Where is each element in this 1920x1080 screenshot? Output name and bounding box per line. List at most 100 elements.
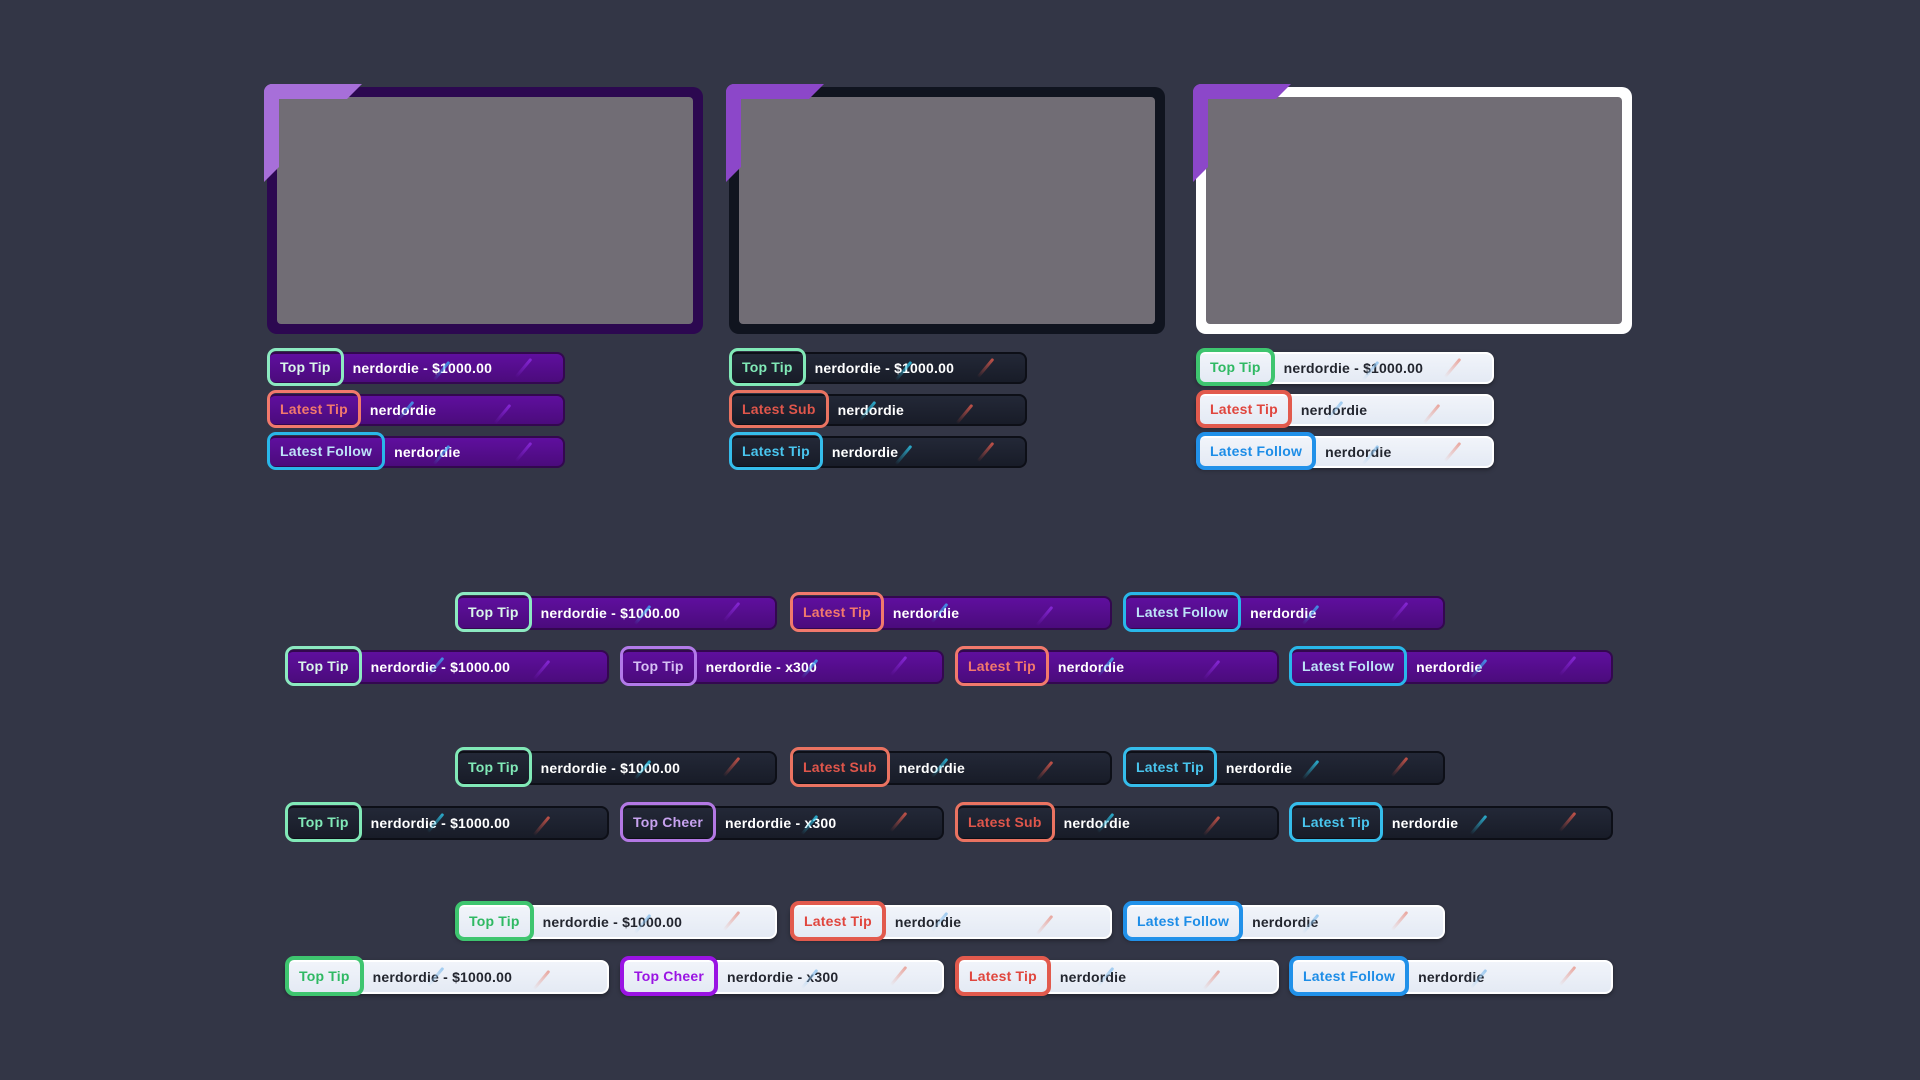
badge-value: nerdordie - $1000.00 bbox=[540, 605, 681, 621]
badge-value: nerdordie - $1000.00 bbox=[352, 360, 493, 376]
badge-pill: Top Tip bbox=[267, 347, 344, 386]
badge-top-tip: Top Tip nerdordie - $1000.00 bbox=[729, 347, 1027, 386]
badge-top-cheer: Top Cheer nerdordie - x300 bbox=[620, 801, 944, 842]
corner-accent bbox=[264, 84, 279, 182]
badge-value: nerdordie - $1000.00 bbox=[370, 659, 511, 675]
badge-value: nerdordie bbox=[394, 444, 461, 460]
badge-pill: Latest Sub bbox=[955, 801, 1055, 842]
streak-decoration bbox=[1035, 914, 1054, 936]
badge-label: Latest Tip bbox=[1210, 400, 1278, 417]
badge-label: Latest Sub bbox=[968, 813, 1042, 830]
badge-label: Top Tip bbox=[298, 657, 349, 674]
badge-label: Top Tip bbox=[468, 603, 519, 620]
webcam-screen bbox=[739, 97, 1155, 324]
badge-latest-sub: Latest Sub nerdordie bbox=[729, 389, 1027, 428]
streak-decoration bbox=[1391, 601, 1409, 623]
badge-latest-follow: Latest Follow nerdordie bbox=[1289, 955, 1613, 996]
badge-top-tip: Top Tip nerdordie - $1000.00 bbox=[455, 900, 777, 941]
streak-decoration bbox=[1391, 910, 1409, 932]
corner-accent bbox=[726, 84, 824, 99]
badge-pill: Top Tip bbox=[455, 746, 532, 787]
badge-pill: Latest Tip bbox=[729, 431, 823, 470]
badge-latest-tip: Latest Tip nerdordie bbox=[729, 431, 1027, 470]
badge-pill: Top Tip bbox=[729, 347, 806, 386]
streak-decoration bbox=[1202, 815, 1221, 837]
badge-pill: Latest Tip bbox=[790, 591, 884, 632]
badge-value: nerdordie bbox=[894, 914, 962, 930]
streak-decoration bbox=[1202, 659, 1221, 681]
badge-pill: Latest Sub bbox=[790, 746, 890, 787]
badge-value: nerdordie - $1000.00 bbox=[372, 969, 513, 985]
badge-value: nerdordie - x300 bbox=[705, 659, 818, 675]
badge-value: nerdordie bbox=[1325, 444, 1392, 460]
streak-decoration bbox=[1558, 811, 1577, 833]
badge-label: Latest Follow bbox=[1210, 442, 1303, 459]
badge-pill: Latest Tip bbox=[1289, 801, 1383, 842]
badge-label: Top Tip bbox=[468, 758, 519, 775]
badge-top-tip: Top Tip nerdordie - x300 bbox=[620, 645, 944, 686]
streak-decoration bbox=[493, 403, 512, 425]
badge-value: nerdordie - $1000.00 bbox=[814, 360, 955, 376]
badge-top-tip: Top Tip nerdordie - $1000.00 bbox=[455, 591, 777, 632]
badge-label: Latest Follow bbox=[1303, 967, 1396, 984]
webcam-frame-dark bbox=[729, 87, 1165, 334]
badge-label: Latest Tip bbox=[1302, 813, 1370, 830]
badge-pill: Latest Follow bbox=[1123, 591, 1242, 632]
badge-pill: Latest Tip bbox=[267, 389, 361, 428]
badge-latest-tip: Latest Tip nerdordie bbox=[790, 591, 1112, 632]
streak-decoration bbox=[1202, 969, 1221, 991]
badge-value: nerdordie bbox=[837, 402, 904, 418]
streak-decoration bbox=[955, 403, 974, 425]
badge-pill: Top Tip bbox=[285, 801, 362, 842]
badge-label: Top Tip bbox=[298, 813, 349, 830]
badge-top-tip: Top Tip nerdordie - $1000.00 bbox=[285, 645, 609, 686]
corner-accent bbox=[1193, 84, 1291, 99]
badge-latest-tip: Latest Tip nerdordie bbox=[955, 645, 1279, 686]
streak-decoration bbox=[723, 756, 741, 778]
badge-latest-follow: Latest Follow nerdordie bbox=[267, 431, 565, 470]
streak-decoration bbox=[1035, 760, 1054, 782]
webcam-screen bbox=[277, 97, 693, 324]
badge-value: nerdordie bbox=[892, 605, 960, 621]
badge-label: Latest Follow bbox=[1137, 912, 1230, 929]
badge-label: Top Tip bbox=[299, 967, 350, 984]
badge-value: nerdordie - x300 bbox=[727, 969, 839, 985]
badge-latest-follow: Latest Follow nerdordie bbox=[1123, 591, 1445, 632]
badge-label: Latest Tip bbox=[969, 967, 1037, 984]
badge-label: Latest Follow bbox=[280, 442, 373, 459]
badge-value: nerdordie bbox=[1300, 402, 1368, 418]
badge-value: nerdordie bbox=[1250, 605, 1317, 621]
badge-pill: Latest Follow bbox=[1289, 645, 1408, 686]
badge-value: nerdordie bbox=[1057, 659, 1125, 675]
badge-value: nerdordie - $1000.00 bbox=[542, 914, 683, 930]
badge-label: Latest Tip bbox=[280, 400, 348, 417]
streak-decoration bbox=[1391, 756, 1409, 778]
badge-pill: Top Tip bbox=[1196, 347, 1275, 386]
badge-pill: Top Tip bbox=[285, 645, 362, 686]
badge-label: Latest Tip bbox=[1136, 758, 1204, 775]
badge-label: Top Tip bbox=[1210, 358, 1261, 375]
badge-latest-sub: Latest Sub nerdordie bbox=[790, 746, 1112, 787]
corner-accent bbox=[264, 84, 362, 99]
badge-pill: Latest Follow bbox=[1289, 955, 1410, 996]
badge-pill: Latest Tip bbox=[790, 900, 886, 941]
streak-decoration bbox=[889, 965, 908, 987]
badge-pill: Top Cheer bbox=[620, 955, 718, 996]
badge-pill: Latest Tip bbox=[1123, 746, 1217, 787]
badge-label: Top Cheer bbox=[633, 813, 703, 830]
badge-pill: Latest Tip bbox=[955, 645, 1049, 686]
streak-decoration bbox=[1422, 403, 1441, 425]
badge-pill: Top Tip bbox=[285, 955, 364, 996]
badge-value: nerdordie bbox=[1225, 760, 1293, 776]
badge-label: Latest Follow bbox=[1302, 657, 1395, 674]
badge-value: nerdordie bbox=[1418, 969, 1485, 985]
badge-label: Latest Tip bbox=[804, 912, 872, 929]
streak-decoration bbox=[514, 357, 533, 379]
badge-pill: Top Tip bbox=[455, 591, 532, 632]
badge-value: nerdordie bbox=[1252, 914, 1319, 930]
streak-decoration bbox=[1558, 965, 1577, 987]
badge-latest-tip: Latest Tip nerdordie bbox=[267, 389, 565, 428]
badge-latest-tip: Latest Tip nerdordie bbox=[1289, 801, 1613, 842]
streak-decoration bbox=[532, 815, 551, 837]
badge-pill: Latest Tip bbox=[955, 955, 1051, 996]
